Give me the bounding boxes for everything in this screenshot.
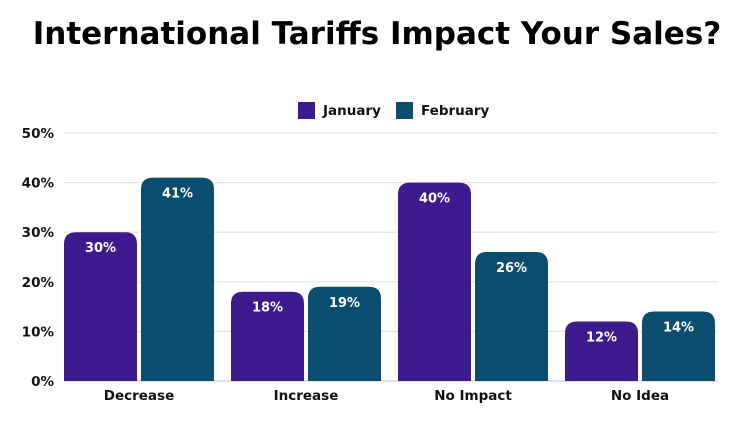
y-tick-label: 30%	[22, 225, 55, 241]
legend-swatch	[396, 102, 413, 119]
bar-february-no-idea	[642, 311, 715, 381]
legend-label: January	[322, 103, 381, 119]
bar-february-increase	[308, 286, 381, 381]
data-label: 30%	[85, 241, 116, 256]
data-label: 41%	[162, 187, 193, 202]
y-tick-label: 40%	[22, 176, 55, 192]
y-tick-label: 10%	[22, 324, 55, 340]
bar-january-no-impact	[398, 182, 471, 381]
data-label: 12%	[586, 330, 617, 345]
y-tick-label: 20%	[22, 275, 55, 291]
x-axis-labels: Decrease Increase No Impact No Idea	[104, 388, 669, 404]
legend: January February	[298, 102, 490, 119]
x-tick-label: Decrease	[104, 388, 174, 404]
bar-february-decrease	[141, 177, 214, 381]
x-tick-label: No Impact	[434, 388, 512, 404]
bar-january-no-idea	[565, 321, 638, 381]
y-tick-label: 0%	[31, 374, 54, 390]
bar-february-no-impact	[475, 252, 548, 381]
data-label: 26%	[496, 261, 527, 276]
bar-january-decrease	[64, 232, 137, 381]
chart-title: International Tariffs Impact Your Sales?	[33, 16, 722, 52]
data-label: 19%	[329, 296, 360, 311]
x-tick-label: Increase	[274, 388, 339, 404]
data-label: 18%	[252, 301, 283, 316]
data-label: 40%	[419, 192, 450, 207]
data-label: 14%	[663, 321, 694, 336]
legend-label: February	[421, 103, 490, 119]
y-tick-label: 50%	[22, 126, 55, 142]
bars: 30% 41% 18% 19% 40% 26% 12% 14%	[64, 177, 715, 381]
x-tick-label: No Idea	[611, 388, 669, 404]
legend-swatch	[298, 102, 315, 119]
bar-january-increase	[231, 291, 304, 381]
